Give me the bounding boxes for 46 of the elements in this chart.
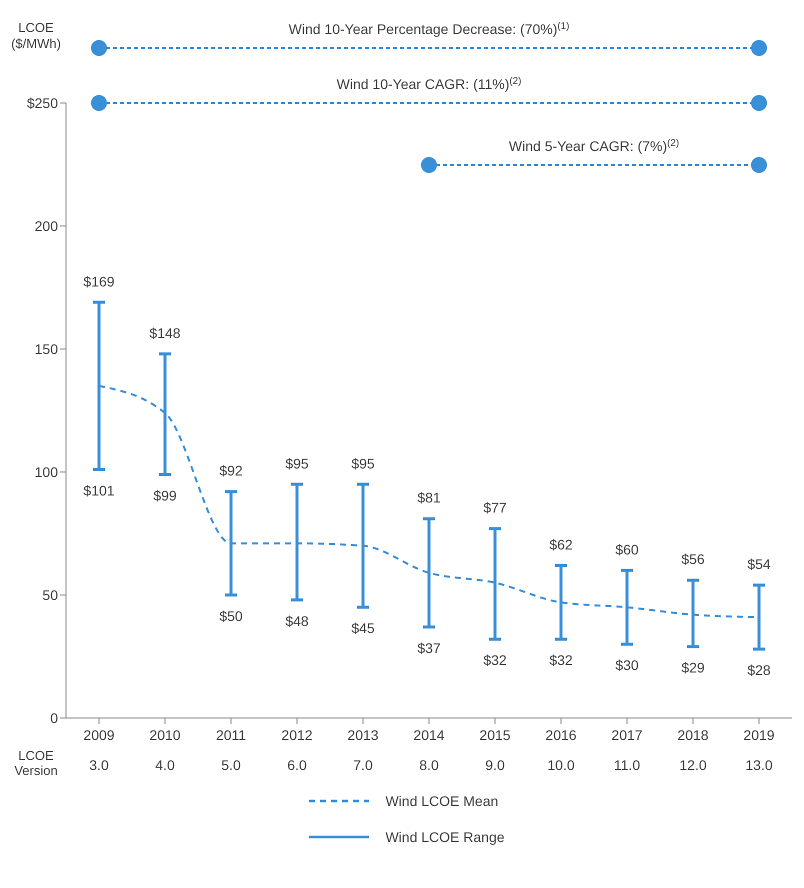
annotation: $60 xyxy=(615,541,639,558)
annotation: $54 xyxy=(747,556,771,572)
x-tick-label: 2013 7.0 xyxy=(347,727,379,773)
legend-label: Wind LCOE Mean xyxy=(385,793,498,809)
y-tick-label: 150 xyxy=(34,340,58,357)
text: Wind 10-Year CAGR: (11%)$^{(2)}$ xyxy=(336,76,522,92)
text: Wind 10-Year Percentage Decrease: (70%)$^{(1)}$ xyxy=(288,20,570,37)
x-tick-label: 2019 13.0 xyxy=(743,727,775,773)
legend-label: Wind LCOE Range xyxy=(385,829,505,845)
annotation: $81 xyxy=(417,490,441,506)
annotation: $37 xyxy=(417,640,441,656)
x-tick-label: 2018 12.0 xyxy=(677,727,709,773)
text: LCOE Version xyxy=(13,748,59,778)
annotation: $62 xyxy=(549,536,573,552)
annotation: $77 xyxy=(483,500,507,516)
x-tick-label: 2015 9.0 xyxy=(479,727,511,773)
y-tick-label: 100 xyxy=(34,464,58,480)
annotation: $95 xyxy=(351,455,375,472)
annotation: $101 xyxy=(83,482,115,498)
annotation: $92 xyxy=(219,462,243,479)
annotation: $32 xyxy=(549,652,573,668)
x-tick-label: 2012 6.0 xyxy=(281,727,313,773)
annotation: $32 xyxy=(483,652,507,668)
y-axis-title: LCOE ($/MWh) xyxy=(10,20,62,52)
annotation: $169 xyxy=(83,273,115,290)
x-tick-label: 2010 4.0 xyxy=(149,727,181,773)
y-tick-label: 200 xyxy=(34,218,58,234)
annotation: $56 xyxy=(681,551,705,568)
x-tick-label: 2014 8.0 xyxy=(413,727,445,773)
x-tick-label: 2016 10.0 xyxy=(545,727,577,773)
annotation: $148 xyxy=(149,324,181,341)
annotation: $28 xyxy=(747,662,771,678)
y-tick-label: 0 xyxy=(50,710,58,726)
annotation: $29 xyxy=(681,660,705,676)
annotation: $48 xyxy=(285,612,309,629)
x-tick-label: 2009 3.0 xyxy=(83,727,115,773)
annotation: $45 xyxy=(351,620,375,636)
y-tick-label: 50 xyxy=(42,586,58,603)
annotation: $50 xyxy=(219,608,243,624)
annotation: Wind 5-Year CAGR: (7%)$^{(2)}$ xyxy=(508,138,680,154)
x-tick-label: 2011 5.0 xyxy=(216,727,246,773)
annotation: $99 xyxy=(153,487,177,504)
x-tick-label: 2017 11.0 xyxy=(611,727,643,773)
annotation: $30 xyxy=(615,657,639,674)
y-tick-label: $250 xyxy=(26,94,58,111)
annotation: $95 xyxy=(285,455,309,472)
